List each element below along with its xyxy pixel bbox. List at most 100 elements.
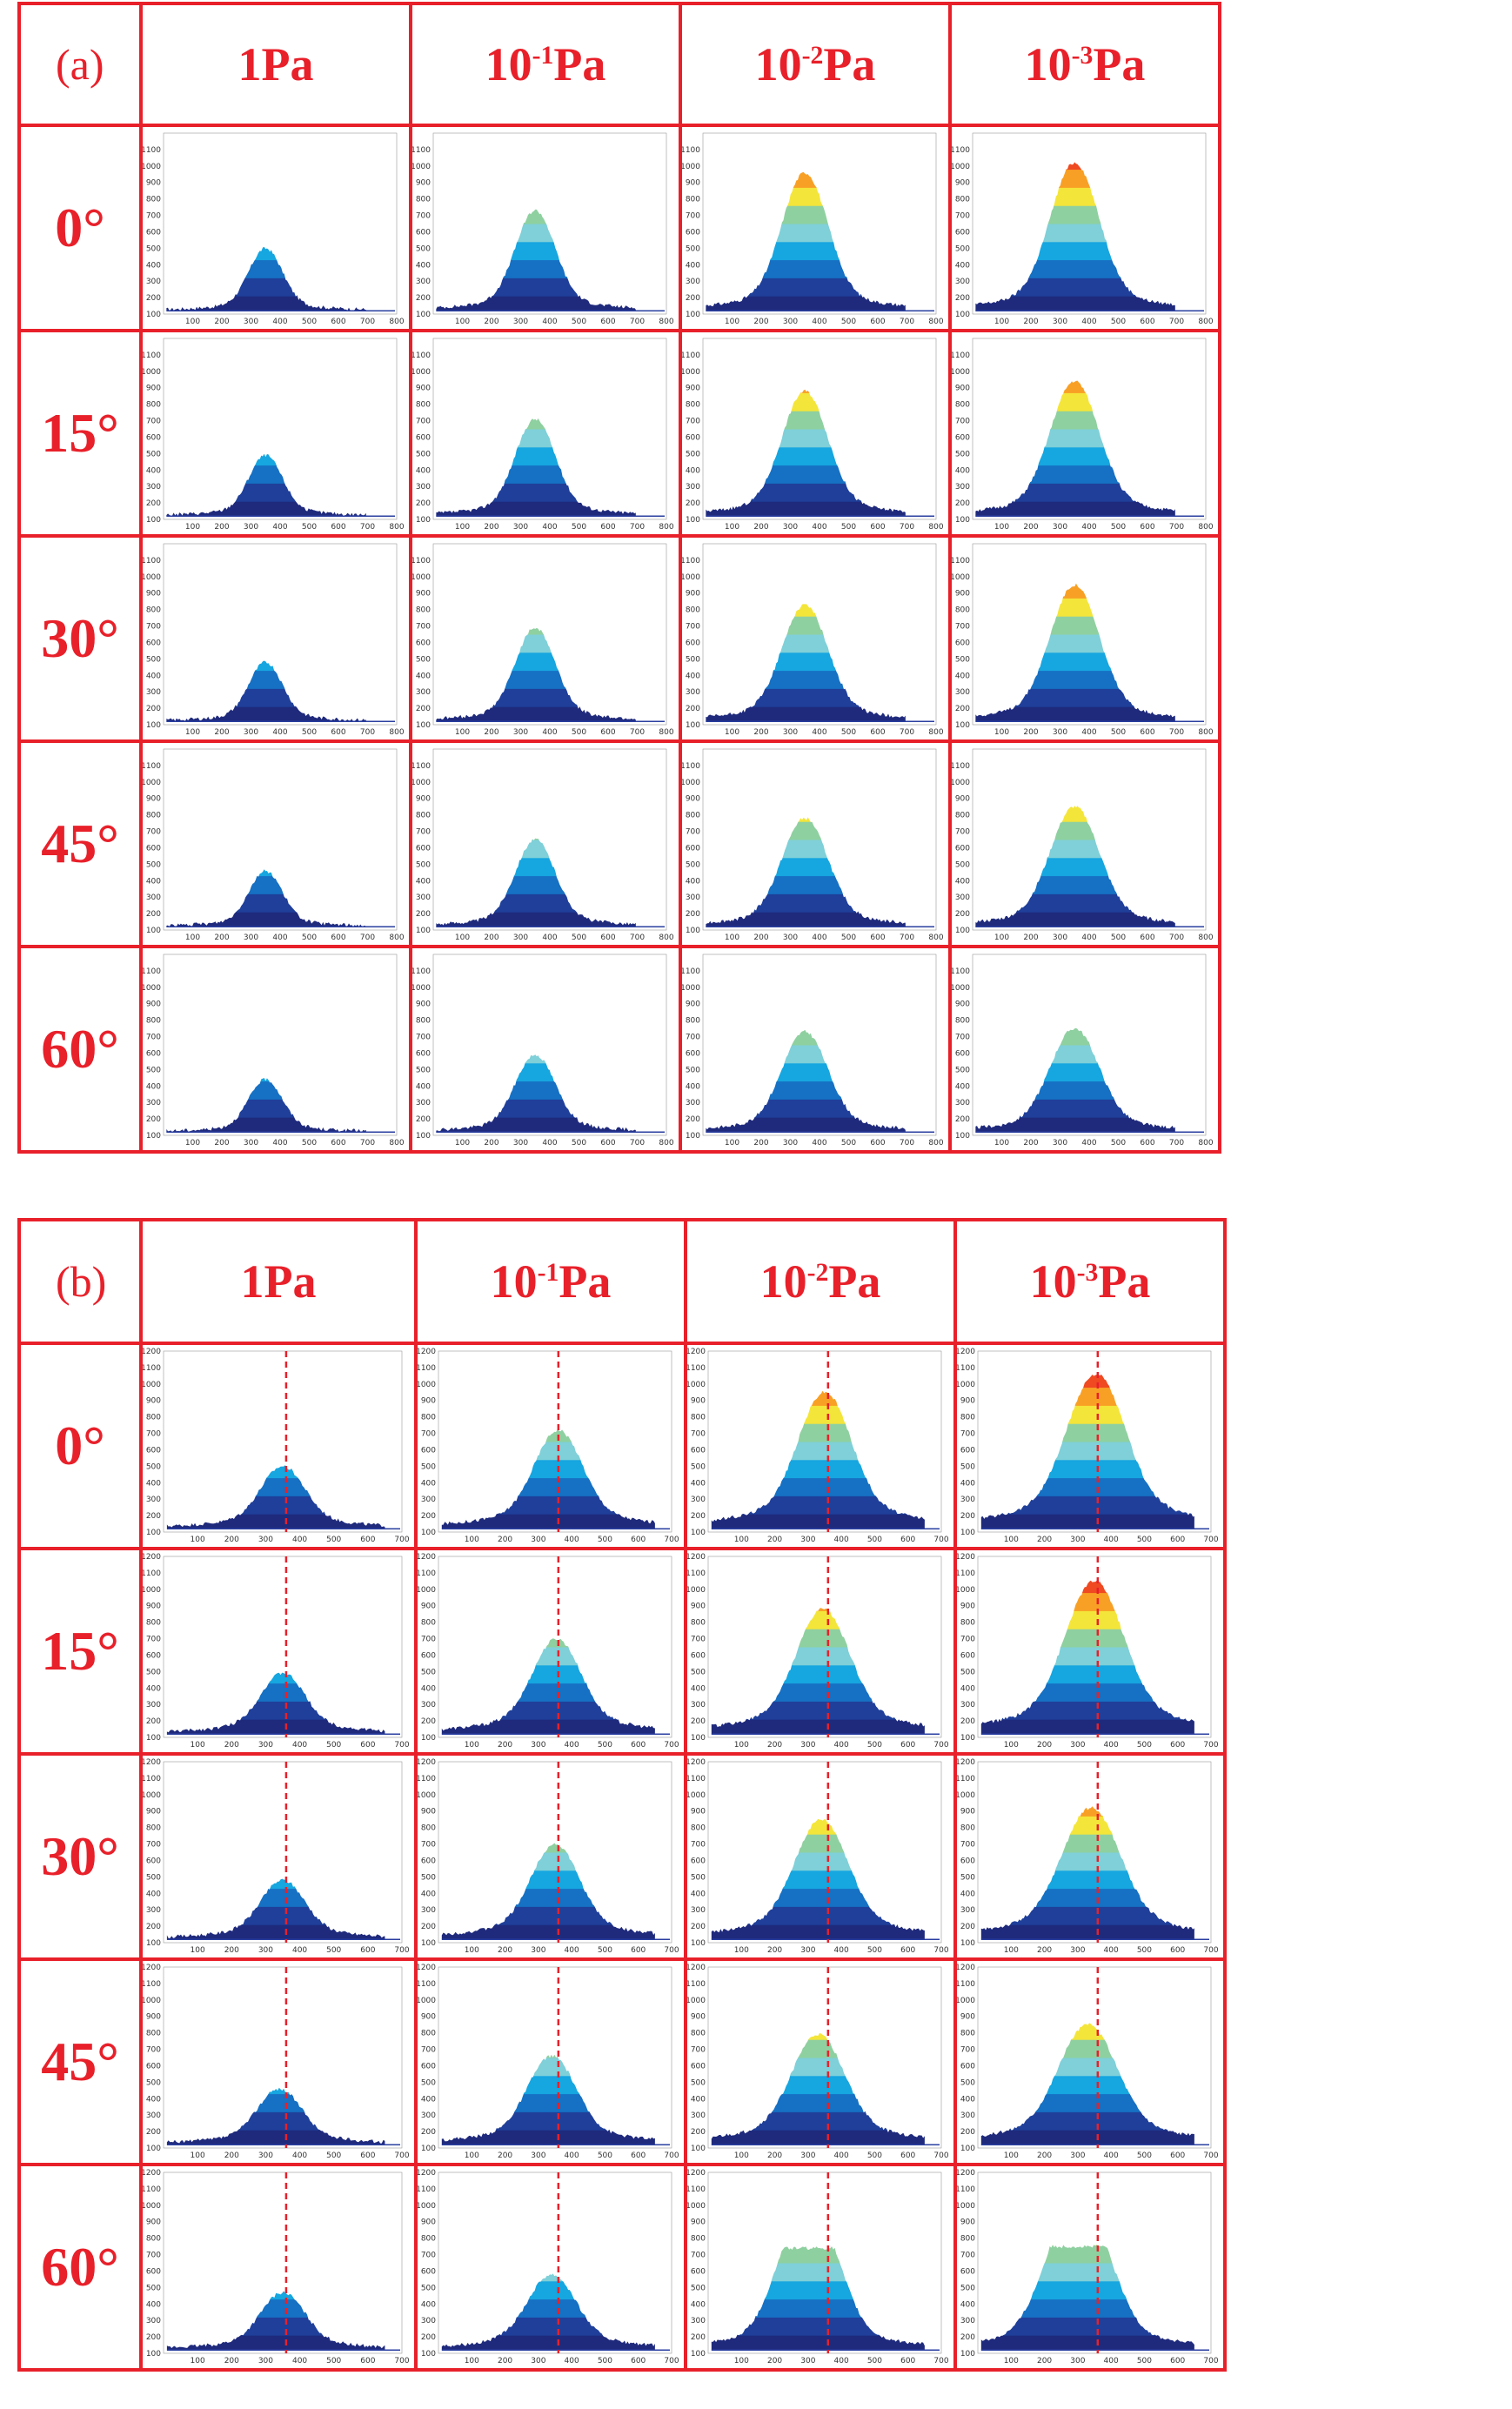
- histogram-area: [433, 1027, 666, 1133]
- y-tick-label: 200: [146, 2128, 161, 2137]
- y-tick-label: 1200: [957, 1758, 975, 1767]
- histogram-band: [436, 296, 636, 311]
- histogram-band: [711, 2093, 925, 2112]
- y-tick-label: 1100: [687, 1364, 706, 1373]
- y-tick-label: 1000: [143, 1381, 161, 1389]
- y-tick-label: 400: [955, 1082, 970, 1091]
- histogram-band: [436, 259, 636, 278]
- histogram-band: [164, 1985, 402, 2004]
- x-tick-label: 300: [258, 2357, 273, 2366]
- histogram-band: [438, 1816, 672, 1834]
- y-tick-label: 1200: [957, 1553, 975, 1562]
- header-exponent: -1: [532, 42, 554, 70]
- x-tick-label: 400: [834, 1946, 849, 1955]
- y-tick-label: 1100: [957, 2185, 975, 2194]
- histogram-cell: 100 200 300 400 500 600 700 800 900 1000 1100 1200 1…: [414, 1547, 687, 1756]
- histogram-band: [441, 1906, 655, 1925]
- plot-frame: [163, 748, 398, 931]
- x-tick-label: 800: [389, 318, 404, 326]
- column-header-pressure: 10-3Pa: [953, 1218, 1227, 1345]
- histogram-band: [980, 1719, 1194, 1735]
- histogram-band: [433, 375, 666, 393]
- y-tick-label: 300: [416, 1099, 431, 1107]
- y-tick-label: 600: [691, 2062, 706, 2071]
- histogram-cell: 100 200 300 400 500 600 700 800 900 1000 1100 1200 1…: [684, 1957, 957, 2166]
- y-tick-label: 1000: [143, 984, 161, 993]
- plot-frame: [702, 338, 937, 520]
- x-tick-label: 400: [812, 318, 826, 326]
- histogram-band: [980, 1592, 1194, 1611]
- histogram-band: [706, 634, 906, 653]
- histogram-band: [164, 1405, 402, 1423]
- x-tick-label: 700: [1203, 1741, 1218, 1750]
- histogram-band: [438, 1593, 672, 1611]
- y-tick-label: 300: [960, 1906, 975, 1915]
- x-tick-label: 700: [933, 1536, 948, 1544]
- y-tick-label: 200: [691, 1512, 706, 1521]
- y-tick-label: 100: [146, 1939, 161, 1948]
- histogram-band: [436, 912, 636, 927]
- y-tick-label: 1200: [143, 1758, 161, 1767]
- header-exponent: -2: [806, 1259, 829, 1287]
- x-tick-label: 800: [659, 728, 673, 737]
- y-tick-label: 700: [146, 2252, 161, 2260]
- histogram-area: [166, 869, 366, 927]
- column-header-pressure: 10-2Pa: [679, 2, 952, 127]
- histogram-band: [711, 1719, 925, 1735]
- y-tick-label: 600: [955, 1049, 970, 1058]
- histogram-band: [166, 296, 366, 311]
- y-tick-label: 1100: [412, 762, 431, 771]
- histogram-band: [980, 1906, 1194, 1925]
- histogram-area: [975, 806, 1175, 927]
- y-tick-label: 900: [146, 1808, 161, 1817]
- histogram-band: [166, 1099, 366, 1118]
- x-tick-label: 500: [572, 318, 586, 326]
- x-tick-label: 600: [600, 1139, 615, 1148]
- histogram-band: [980, 1580, 1194, 1594]
- x-tick-label: 200: [767, 1536, 782, 1544]
- x-tick-label: 500: [326, 2357, 341, 2366]
- y-tick-label: 1000: [957, 1791, 975, 1800]
- y-tick-label: 200: [960, 2128, 975, 2137]
- header-unit: Pa: [1093, 38, 1146, 90]
- x-tick-label: 500: [598, 2357, 612, 2366]
- row-label-angle: 0°: [17, 124, 143, 332]
- x-tick-label: 700: [664, 1536, 679, 1544]
- histogram-band: [706, 1081, 906, 1100]
- y-tick-label: 700: [421, 1841, 436, 1850]
- histogram-band: [708, 2172, 941, 2191]
- x-tick-label: 300: [783, 318, 798, 326]
- y-tick-label: 800: [686, 812, 700, 820]
- plot-frame: [707, 1350, 942, 1533]
- histogram-band: [711, 1834, 925, 1853]
- histogram-band: [436, 838, 636, 840]
- histogram-band: [164, 1629, 402, 1647]
- y-tick-label: 100: [686, 721, 700, 730]
- histogram-cell: 100 200 300 400 500 600 700 800 900 1000 1100 100 20…: [679, 329, 952, 538]
- x-tick-label: 600: [360, 2357, 375, 2366]
- histogram-band: [441, 2054, 655, 2058]
- histogram-band: [436, 241, 636, 261]
- histogram-band: [980, 1664, 1194, 1684]
- y-tick-label: 400: [960, 1479, 975, 1488]
- x-tick-label: 500: [326, 2151, 341, 2160]
- y-tick-label: 900: [960, 1603, 975, 1611]
- histogram-band: [166, 1719, 385, 1735]
- y-tick-label: 1100: [957, 1980, 975, 1989]
- x-tick-label: 500: [326, 1741, 341, 1750]
- histogram-band: [711, 1870, 925, 1890]
- y-tick-label: 1000: [143, 1586, 161, 1595]
- x-tick-label: 500: [841, 1139, 856, 1148]
- histogram-band: [711, 1496, 925, 1515]
- y-tick-label: 700: [416, 1034, 431, 1042]
- histogram-band: [711, 1610, 925, 1629]
- histogram-plot: 100 200 300 400 500 600 700 800 900 1000 1100 100 20…: [144, 748, 405, 942]
- x-tick-label: 700: [664, 1946, 679, 1955]
- histogram-band: [438, 1762, 672, 1780]
- x-tick-label: 400: [1081, 523, 1096, 532]
- y-tick-label: 1200: [957, 1964, 975, 1972]
- y-tick-label: 100: [416, 721, 431, 730]
- histogram-band: [433, 1027, 666, 1045]
- y-tick-label: 300: [686, 688, 700, 697]
- histogram-area: [166, 2291, 385, 2351]
